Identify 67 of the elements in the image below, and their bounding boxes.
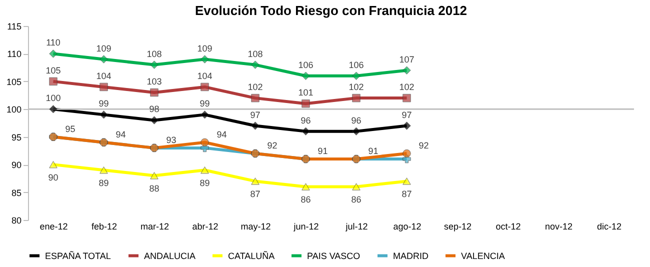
- data-label: 94: [216, 129, 227, 140]
- data-label: 87: [402, 189, 412, 200]
- data-label: 110: [46, 38, 60, 48]
- data-label: 106: [298, 60, 314, 70]
- data-label: 94: [116, 129, 126, 140]
- data-label: 86: [300, 194, 311, 205]
- data-label: 96: [300, 115, 311, 126]
- data-label: 92: [418, 140, 429, 150]
- data-label: 102: [348, 82, 364, 92]
- data-label: 104: [96, 70, 112, 81]
- y-tick-label: 100: [6, 104, 22, 115]
- data-label: 100: [46, 93, 61, 104]
- data-label: 92: [267, 140, 278, 150]
- y-tick-label: 115: [7, 22, 22, 32]
- data-label: 108: [146, 48, 162, 59]
- legend-label: VALENCIA: [461, 250, 505, 261]
- x-tick-label: ene-12: [40, 222, 68, 232]
- data-label: 102: [399, 82, 414, 92]
- y-tick-label: 110: [7, 49, 22, 60]
- x-tick-label: dic-12: [596, 222, 622, 232]
- x-tick-label: abr-12: [192, 222, 218, 232]
- data-label: 96: [351, 115, 362, 126]
- x-tick-label: sep-12: [444, 222, 472, 232]
- x-tick-label: may-12: [240, 222, 271, 232]
- data-label: 87: [250, 189, 260, 200]
- data-label: 105: [46, 65, 61, 76]
- data-label: 89: [200, 178, 210, 188]
- data-label: 88: [149, 184, 160, 194]
- y-tick-label: 80: [11, 216, 22, 226]
- data-label: 109: [96, 43, 112, 54]
- data-label: 101: [298, 88, 314, 98]
- data-label: 107: [399, 54, 414, 64]
- y-tick-label: 85: [11, 188, 22, 198]
- data-label: 98: [149, 104, 160, 114]
- legend-label: ANDALUCIA: [144, 250, 196, 261]
- legend-label: ESPAÑA TOTAL: [45, 250, 111, 261]
- data-label: 103: [146, 76, 162, 87]
- x-tick-label: ago-12: [393, 222, 422, 232]
- data-label: 102: [248, 82, 263, 92]
- data-label: 90: [48, 172, 58, 183]
- legend-label: CATALUÑA: [228, 250, 275, 261]
- x-tick-label: oct-12: [496, 222, 521, 232]
- legend-label: MADRID: [393, 250, 429, 261]
- x-tick-label: jul-12: [344, 222, 368, 232]
- y-tick-label: 90: [11, 160, 22, 170]
- data-label: 104: [197, 70, 212, 81]
- y-tick-label: 95: [11, 132, 22, 142]
- chart-title: Evolución Todo Riesgo con Franquicia 2012: [194, 3, 468, 18]
- data-label: 91: [318, 146, 328, 156]
- data-label: 108: [248, 48, 263, 59]
- data-label: 109: [197, 43, 212, 54]
- data-label: 89: [98, 178, 109, 188]
- data-label: 106: [348, 60, 364, 70]
- data-label: 97: [250, 110, 260, 120]
- data-label: 97: [402, 110, 412, 120]
- x-tick-label: jun-12: [292, 222, 319, 232]
- data-label: 91: [368, 146, 378, 156]
- x-tick-label: feb-12: [91, 222, 118, 232]
- data-label: 99: [200, 98, 210, 109]
- data-label: 86: [351, 194, 362, 205]
- data-label: 95: [65, 124, 76, 134]
- x-tick-label: mar-12: [140, 222, 170, 232]
- x-tick-label: nov-12: [544, 222, 573, 232]
- data-label: 93: [166, 134, 176, 145]
- y-tick-label: 105: [6, 76, 22, 87]
- data-label: 99: [98, 98, 109, 109]
- legend-label: PAIS VASCO: [307, 250, 360, 261]
